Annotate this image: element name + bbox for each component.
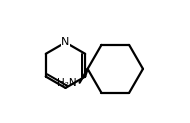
Text: H₂N: H₂N [57,78,77,88]
Text: N: N [61,37,70,47]
